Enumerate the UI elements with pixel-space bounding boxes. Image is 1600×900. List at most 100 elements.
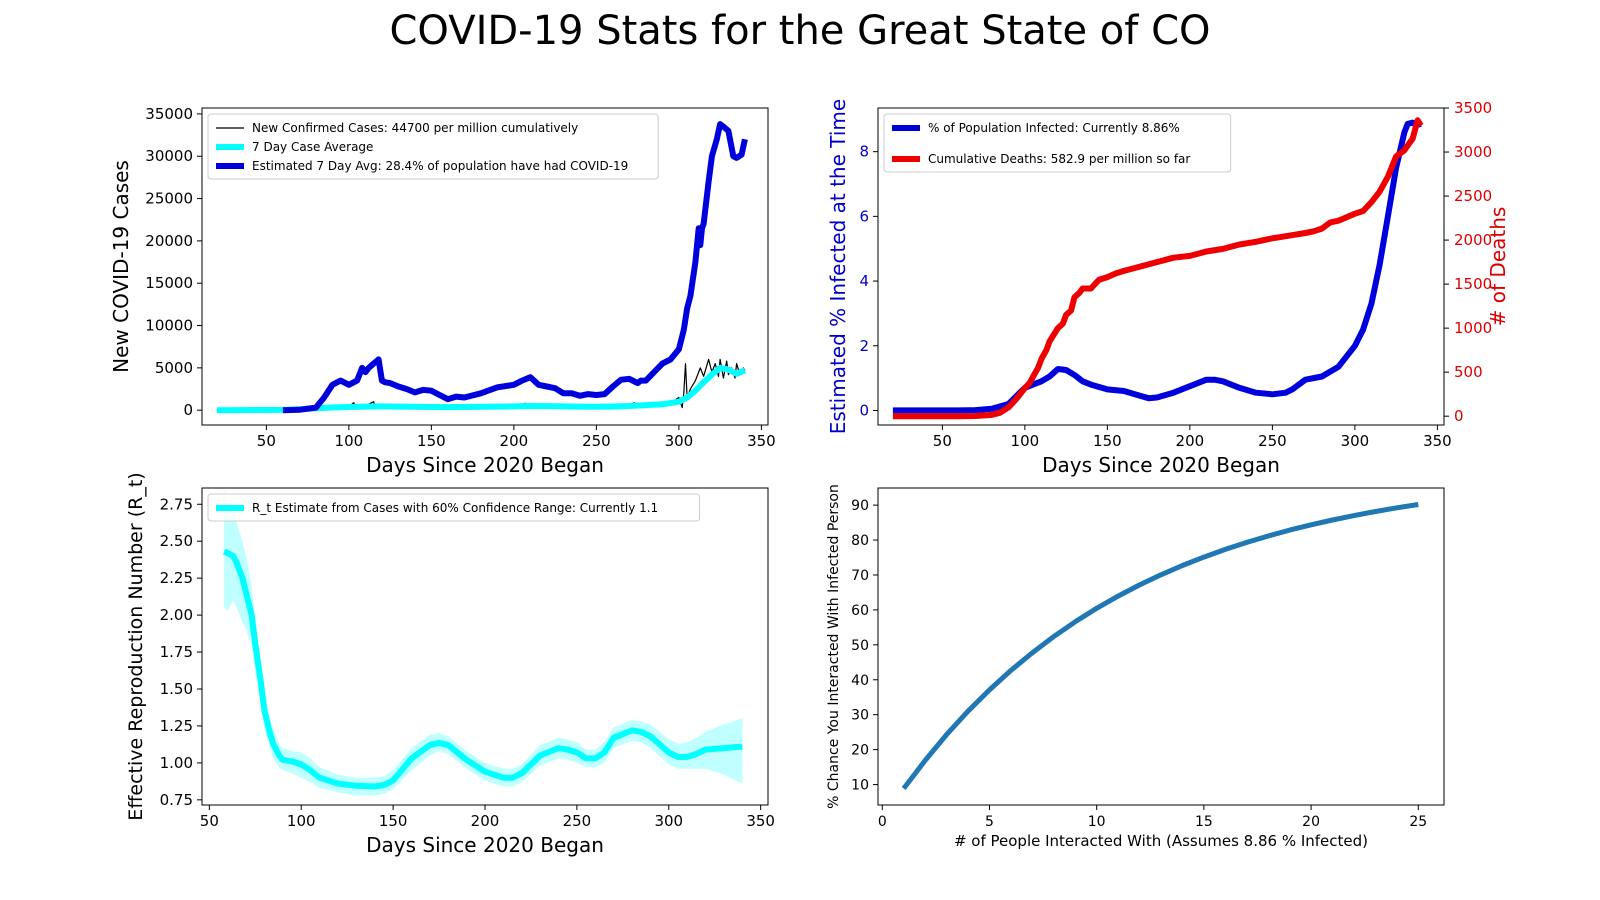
y-tick-label: 60 [851, 603, 869, 619]
legend-box [207, 113, 659, 180]
y-tick-label: 10000 [145, 317, 193, 335]
chart-chance: 0 5 10 15 20 25 10 20 30 40 50 60 70 80 90 # of People … [826, 484, 1445, 850]
y-right-tick-label: 0 [1454, 407, 1464, 425]
plot-frame [201, 107, 769, 426]
x-tick-label: 5 [985, 814, 994, 830]
x-tick-label: 50 [933, 432, 952, 450]
chart-cases: 50 100 150 200 250 300 350 0 5000 10000 15000 20000… [109, 105, 776, 477]
x-tick-label: 200 [471, 812, 500, 830]
chart-infected: 50 100 150 200 250 300 35002468050010001500200… [826, 99, 1510, 477]
confidence-band [224, 489, 743, 796]
y-right-tick-label: 500 [1454, 363, 1483, 381]
x-tick-label: 15 [1195, 814, 1213, 830]
y-tick-label: 6 [859, 207, 869, 225]
figure-title: COVID-19 Stats for the Great State of CO [389, 8, 1211, 54]
x-tick-label: 350 [747, 432, 776, 450]
x-tick-label: 300 [1341, 432, 1370, 450]
x-tick-label: 250 [563, 812, 592, 830]
y-right-tick-label: 2000 [1454, 231, 1492, 249]
x-axis-label: # of People Interacted With (Assumes 8.8… [954, 832, 1368, 850]
x-tick-label: 25 [1409, 814, 1427, 830]
x-tick-label: 150 [1093, 432, 1122, 450]
y-right-tick-label: 2500 [1454, 187, 1492, 205]
y-right-axis-label: # of Deaths [1486, 207, 1510, 327]
x-tick-label: 100 [1011, 432, 1040, 450]
plot-frame [877, 487, 1445, 806]
legend-label: R_t Estimate from Cases with 60% Confide… [252, 501, 658, 515]
legend-label: 7 Day Case Average [252, 140, 373, 154]
y-tick-label: 10 [851, 778, 869, 794]
y-tick-label: 0.75 [160, 791, 193, 809]
x-axis-label: Days Since 2020 Began [1042, 453, 1280, 477]
y-tick-label: 35000 [145, 105, 193, 123]
y-tick-label: 2.25 [160, 569, 193, 587]
legend-label: Estimated 7 Day Avg: 28.4% of population… [252, 159, 628, 173]
legend-label: Cumulative Deaths: 582.9 per million so … [928, 152, 1190, 166]
x-tick-label: 250 [582, 432, 611, 450]
series-line-0 [892, 119, 1422, 414]
x-tick-label: 20 [1302, 814, 1320, 830]
x-tick-label: 100 [335, 432, 364, 450]
legend-label: % of Population Infected: Currently 8.86… [928, 121, 1180, 135]
legend: % of Population Infected: Currently 8.86… [883, 113, 1232, 173]
legend-box [883, 113, 1232, 173]
legend: R_t Estimate from Cases with 60% Confide… [207, 493, 701, 522]
y-right-tick-label: 1000 [1454, 319, 1492, 337]
legend: New Confirmed Cases: 44700 per million c… [207, 113, 659, 180]
y-tick-label: 2 [859, 337, 869, 355]
x-tick-label: 50 [257, 432, 276, 450]
legend-box [207, 493, 701, 522]
x-tick-label: 50 [200, 812, 219, 830]
x-tick-label: 150 [379, 812, 408, 830]
series-line-1 [216, 364, 747, 414]
y-tick-label: 20000 [145, 232, 193, 250]
y-tick-label: 30000 [145, 147, 193, 165]
y-tick-label: 40 [851, 673, 869, 689]
y-right-tick-label: 1500 [1454, 275, 1492, 293]
y-tick-label: 70 [851, 568, 869, 584]
y-tick-label: 1.00 [160, 754, 193, 772]
y-tick-label: 8 [859, 143, 869, 161]
x-axis-label: Days Since 2020 Began [366, 833, 604, 857]
x-tick-label: 150 [417, 432, 446, 450]
series-line-2 [282, 121, 748, 414]
series-line-0 [222, 548, 743, 790]
y-tick-label: 5000 [155, 359, 193, 377]
y-axis-label: New COVID-19 Cases [109, 160, 133, 373]
y-tick-label: 80 [851, 533, 869, 549]
y-axis-label: Estimated % Infected at the Time [826, 99, 850, 434]
y-tick-label: 2.50 [160, 532, 193, 550]
y-tick-label: 2.00 [160, 606, 193, 624]
x-tick-label: 300 [665, 432, 694, 450]
x-axis-label: Days Since 2020 Began [366, 453, 604, 477]
x-tick-label: 0 [878, 814, 887, 830]
x-tick-label: 10 [1088, 814, 1106, 830]
x-tick-label: 250 [1258, 432, 1287, 450]
y-tick-label: 2.75 [160, 495, 193, 513]
legend-label: New Confirmed Cases: 44700 per million c… [252, 121, 578, 135]
y-tick-label: 1.75 [160, 643, 193, 661]
y-tick-label: 30 [851, 708, 869, 724]
y-tick-label: 20 [851, 743, 869, 759]
x-tick-label: 200 [500, 432, 529, 450]
x-tick-label: 200 [1176, 432, 1205, 450]
y-tick-label: 25000 [145, 190, 193, 208]
x-tick-label: 100 [287, 812, 316, 830]
y-tick-label: 1.25 [160, 717, 193, 735]
x-tick-label: 350 [746, 812, 775, 830]
y-tick-label: 1.50 [160, 680, 193, 698]
y-tick-label: 0 [183, 401, 193, 419]
series-line-0 [901, 502, 1419, 791]
chart-rt: 50 100 150 200 250 300 350 0.75 1.00 1.25 1.50 1.75… [125, 472, 775, 857]
y-tick-label: 0 [859, 401, 869, 419]
y-tick-label: 90 [851, 498, 869, 514]
y-right-tick-label: 3500 [1454, 99, 1492, 117]
x-tick-label: 350 [1423, 432, 1452, 450]
x-tick-label: 300 [654, 812, 683, 830]
y-tick-label: 15000 [145, 274, 193, 292]
plot-frame [877, 107, 1445, 426]
y-right-tick-label: 3000 [1454, 143, 1492, 161]
y-axis-label: Effective Reproduction Number (R_t) [125, 472, 147, 820]
series-line-1 [892, 117, 1424, 420]
